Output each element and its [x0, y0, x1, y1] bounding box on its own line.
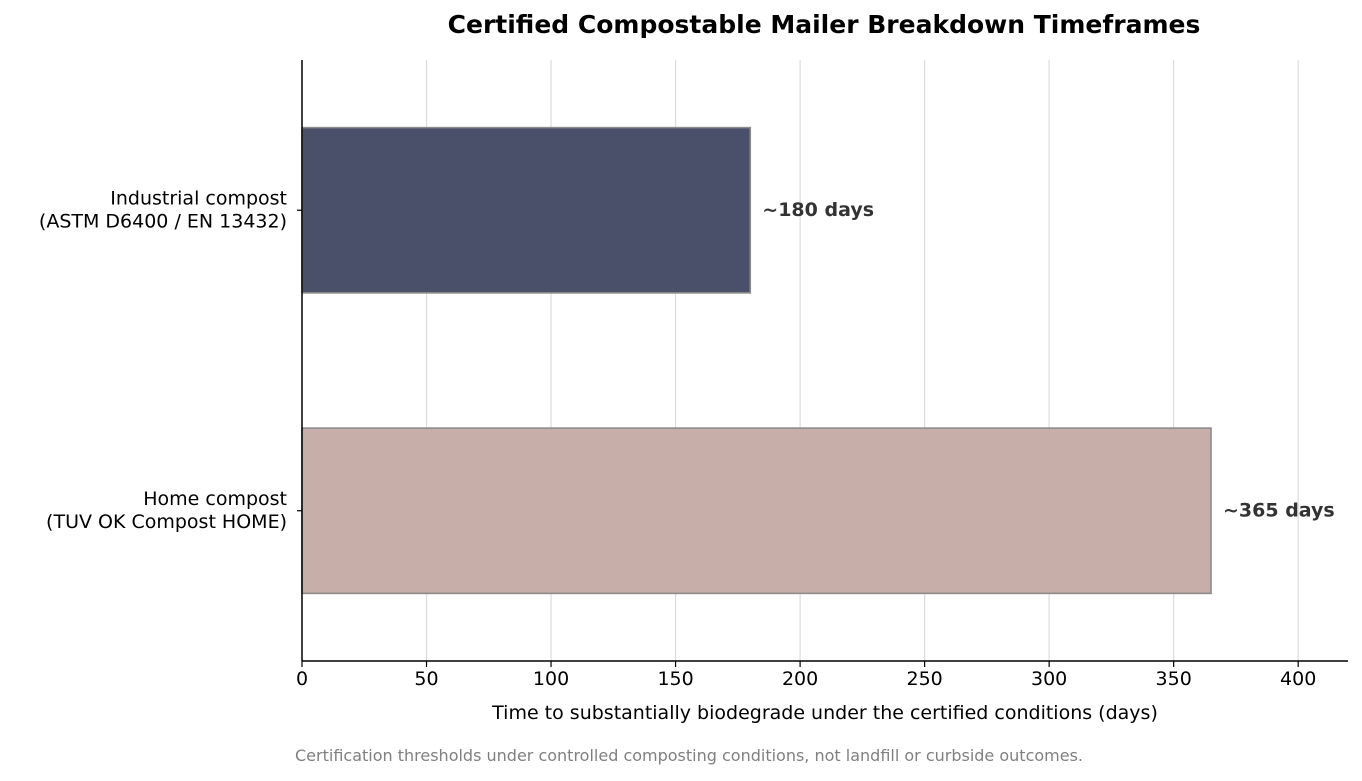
- chart-footnote: Certification thresholds under controlle…: [295, 746, 1083, 765]
- bar: [301, 126, 752, 294]
- data-label: ~180 days: [762, 199, 874, 221]
- x-tick-label: 200: [782, 668, 818, 690]
- x-tick-label: 0: [296, 668, 308, 690]
- category-label: Home compost: [143, 488, 287, 510]
- data-label: ~365 days: [1223, 499, 1335, 521]
- category-label: Industrial compost: [110, 187, 287, 209]
- x-tick-label: 350: [1156, 668, 1192, 690]
- x-tick-label: 250: [906, 668, 942, 690]
- x-tick-label: 50: [414, 668, 438, 690]
- x-tick-label: 400: [1280, 668, 1316, 690]
- category-label: (TUV OK Compost HOME): [46, 511, 287, 533]
- x-axis-title: Time to substantially biodegrade under t…: [491, 702, 1158, 724]
- category-label: (ASTM D6400 / EN 13432): [39, 210, 287, 232]
- chart-title: Certified Compostable Mailer Breakdown T…: [447, 10, 1201, 39]
- x-tick-label: 150: [657, 668, 693, 690]
- x-tick-label: 300: [1031, 668, 1067, 690]
- x-tick-label: 100: [533, 668, 569, 690]
- bar: [301, 427, 1212, 595]
